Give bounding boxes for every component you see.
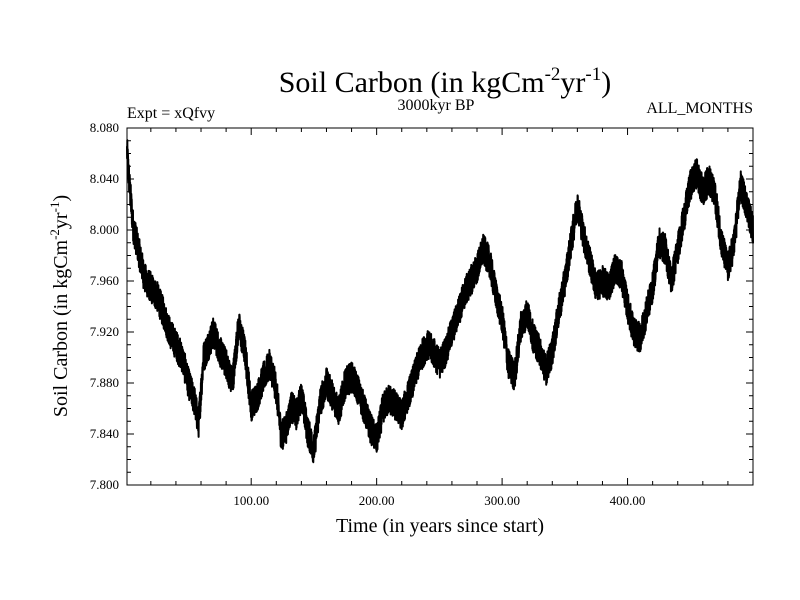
x-tick-label: 200.00 xyxy=(359,493,395,508)
y-tick-label: 7.920 xyxy=(90,324,119,339)
x-axis-ticks xyxy=(150,128,729,485)
y-tick-label: 8.000 xyxy=(90,222,119,237)
subtitle-period: 3000kyr BP xyxy=(398,97,475,114)
y-tick-label: 8.080 xyxy=(90,120,119,135)
x-axis-label: Time (in years since start) xyxy=(336,515,544,537)
y-tick-label: 8.040 xyxy=(90,171,119,186)
y-axis-ticks xyxy=(127,127,753,486)
y-tick-label: 7.960 xyxy=(90,273,119,288)
y-tick-label: 7.840 xyxy=(90,426,119,441)
y-tick-label: 7.880 xyxy=(90,375,119,390)
subtitle-months: ALL_MONTHS xyxy=(646,100,753,117)
x-axis-tick-labels: 100.00 200.00 300.00 400.00 xyxy=(233,493,645,508)
y-axis-label: Soil Carbon (in kgCm-2yr-1) xyxy=(47,195,72,417)
series-line-soil-carbon xyxy=(126,139,754,464)
subtitle-experiment: Expt = xQfvy xyxy=(127,105,215,122)
chart-title: Soil Carbon (in kgCm-2yr-1) xyxy=(279,64,612,99)
y-axis-tick-labels: 7.800 7.840 7.880 7.920 7.960 8.000 8.040 8.080 xyxy=(90,120,119,492)
plot-frame xyxy=(126,127,754,486)
x-tick-label: 100.00 xyxy=(233,493,269,508)
x-tick-label: 300.00 xyxy=(484,493,520,508)
x-tick-label: 400.00 xyxy=(610,493,646,508)
y-tick-label: 7.800 xyxy=(90,477,119,492)
